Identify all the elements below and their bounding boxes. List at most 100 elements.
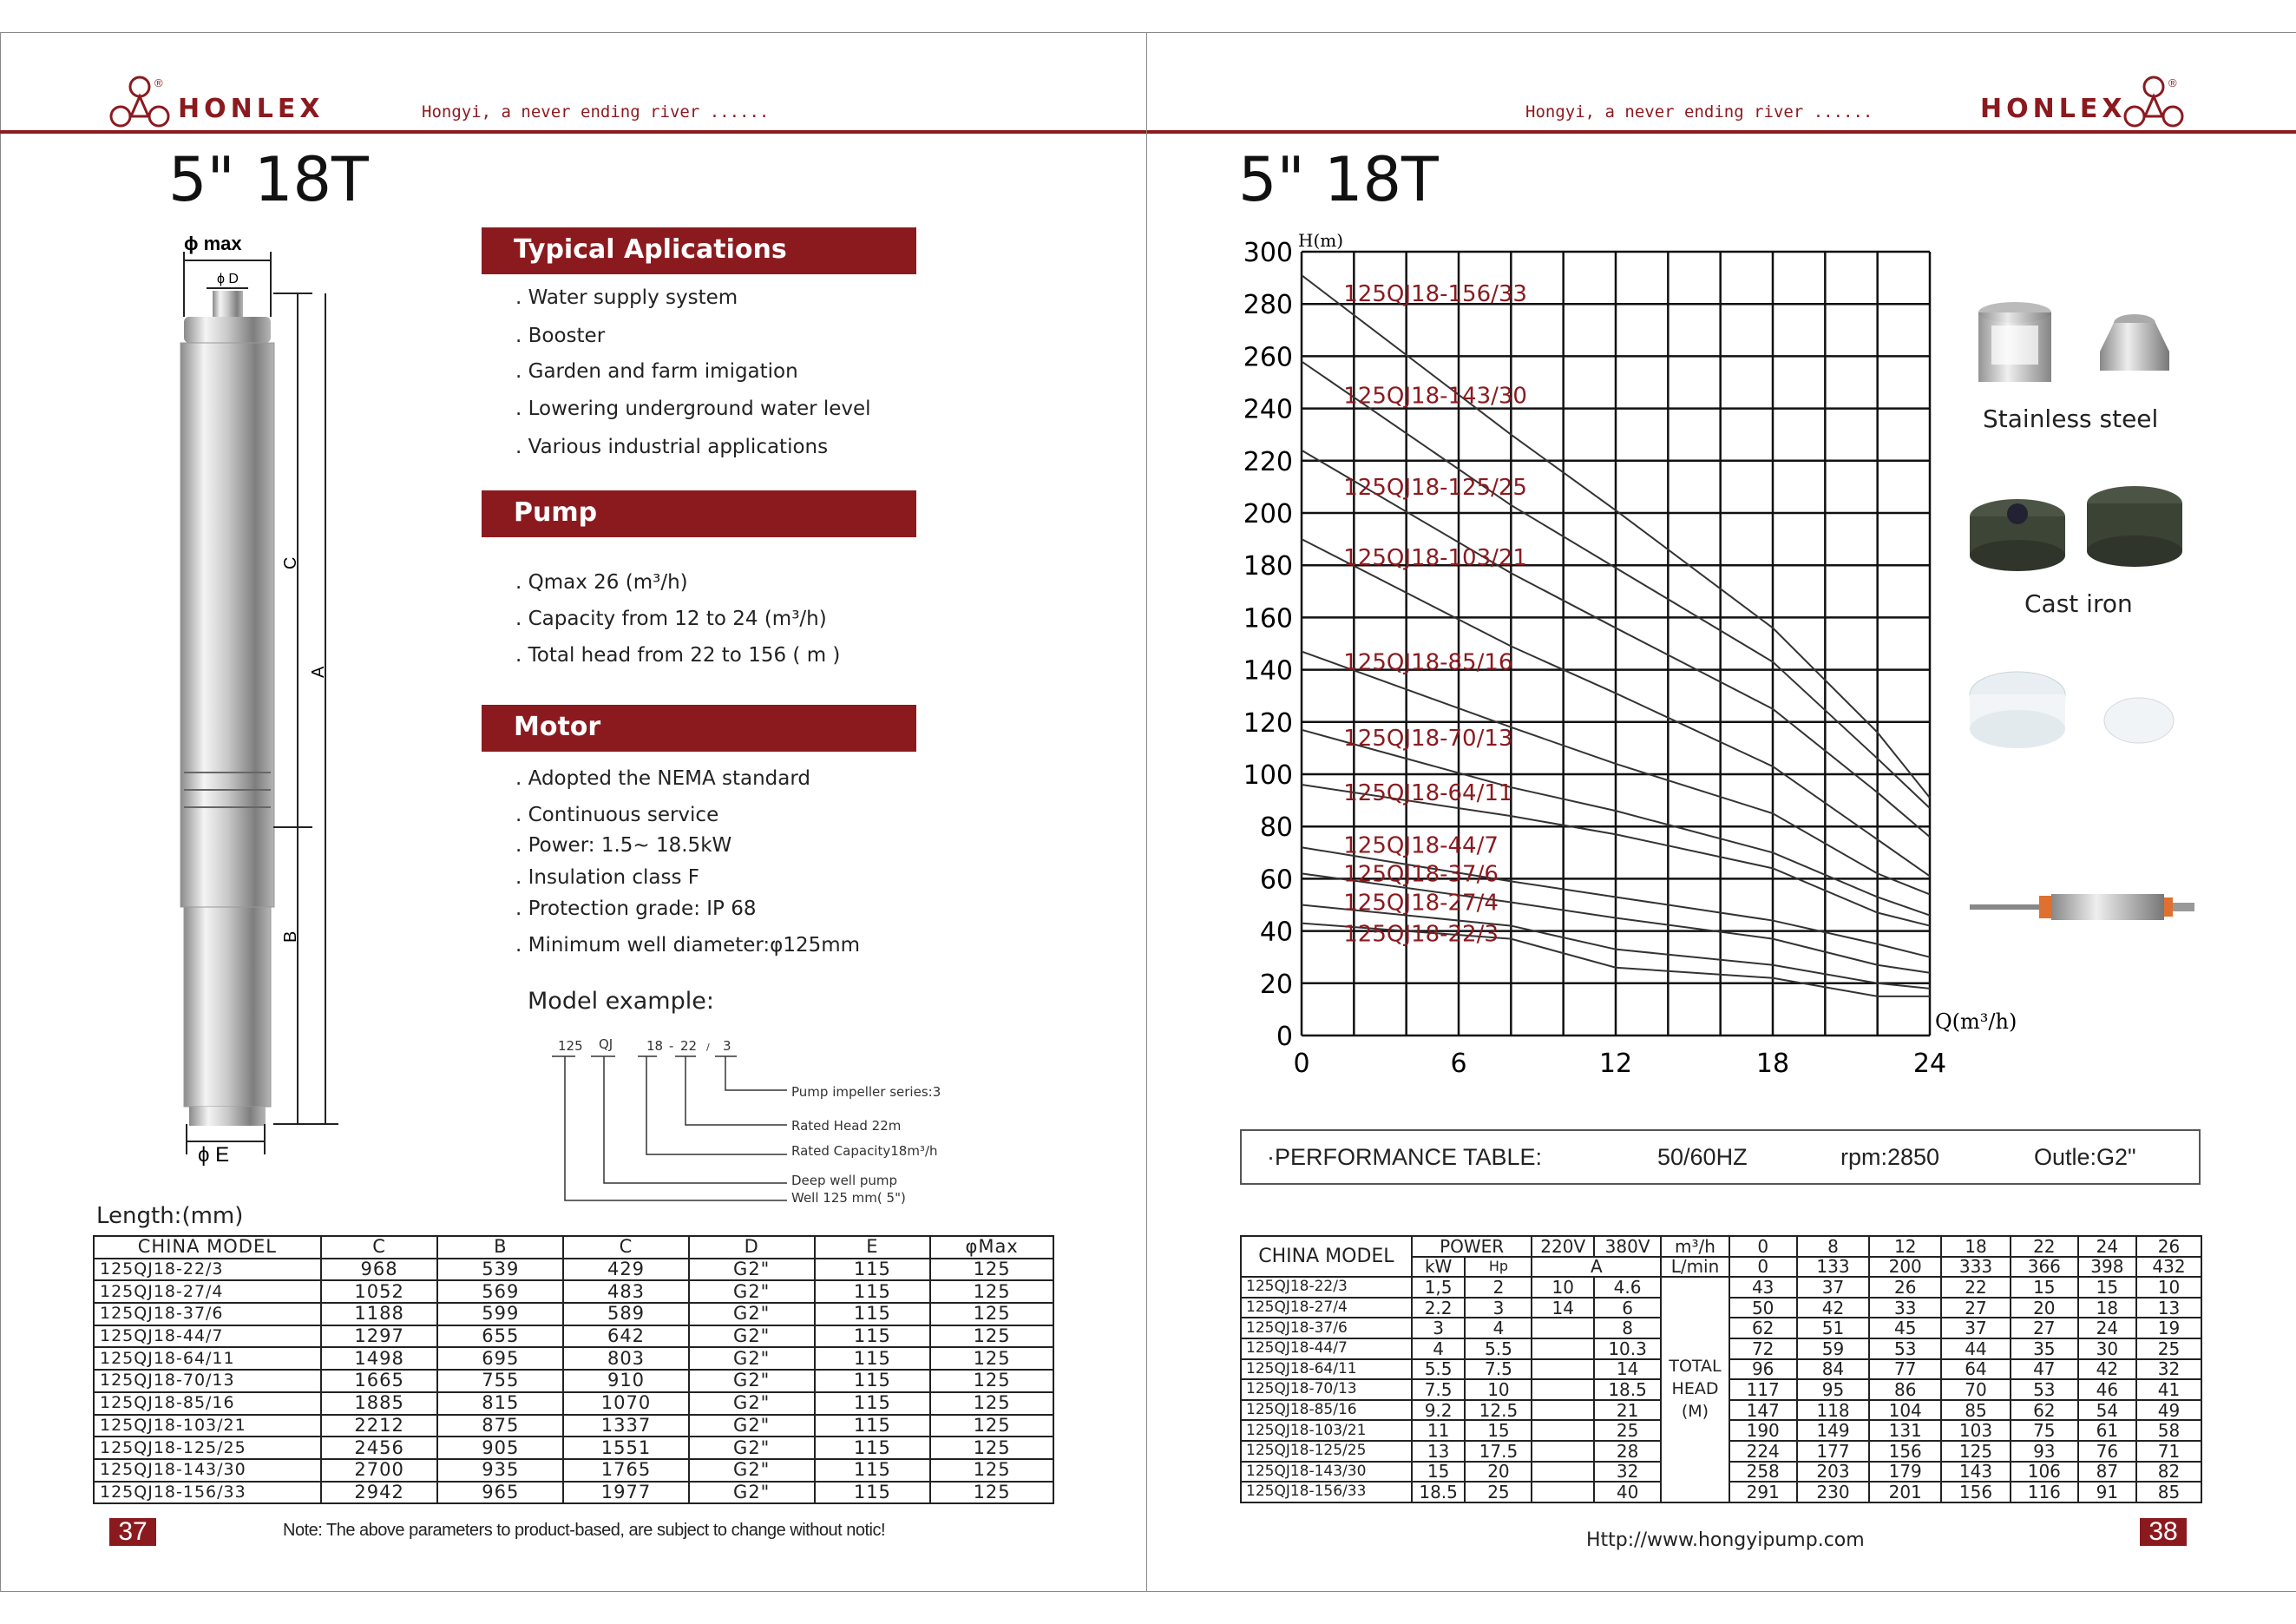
value-cell: 15	[1464, 1419, 1533, 1442]
value-cell: 1498	[319, 1346, 439, 1371]
value-cell: G2"	[687, 1391, 816, 1416]
value-cell: 2456	[319, 1436, 439, 1460]
value-cell: 125	[929, 1279, 1054, 1305]
tagline-right: Hongyi, a never ending river ......	[1525, 102, 1873, 122]
value-cell: 62	[2009, 1398, 2079, 1422]
value-cell: 10	[1464, 1378, 1533, 1401]
applications-heading: Typical Aplications	[482, 227, 916, 274]
list-item: . Continuous service	[515, 804, 719, 826]
series-label: 125QJ18-103/21	[1343, 545, 1527, 571]
column-header: D	[687, 1235, 816, 1259]
value-cell: 71	[2135, 1439, 2203, 1463]
y-tick-label: 240	[1243, 395, 1293, 425]
value-cell: 1765	[562, 1457, 690, 1483]
series-label: 125QJ18-70/13	[1343, 726, 1512, 752]
series-label: 125QJ18-125/25	[1343, 475, 1527, 501]
svg-text:Rated Capacity18m³/h: Rated Capacity18m³/h	[791, 1143, 938, 1159]
value-cell: 115	[813, 1369, 932, 1393]
performance-label: ·PERFORMANCE TABLE:	[1267, 1144, 1543, 1170]
value-cell: 2.2	[1410, 1296, 1466, 1319]
column-header: B	[436, 1235, 565, 1259]
value-cell: 179	[1868, 1460, 1943, 1483]
table-row: 125QJ18-125/25 2456 905 1551 G2" 115 125	[93, 1436, 1054, 1460]
performance-chart: 0204060801001201401601802002202402602803…	[1243, 230, 2017, 1079]
column-header: 26	[2135, 1235, 2203, 1258]
phi-e-label: ϕ E	[198, 1143, 229, 1167]
y-tick-label: 60	[1260, 865, 1293, 895]
value-cell	[1531, 1399, 1595, 1422]
value-cell: 62	[1728, 1317, 1798, 1339]
value-cell: 95	[1795, 1378, 1871, 1401]
y-tick-label: 40	[1260, 917, 1293, 948]
series-label: 125QJ18-156/33	[1343, 281, 1527, 307]
value-cell: 28	[1592, 1440, 1663, 1463]
value-cell: G2"	[687, 1324, 816, 1349]
value-cell: G2"	[687, 1457, 816, 1483]
model-cell: 125QJ18-44/7	[93, 1324, 322, 1349]
value-cell: 1297	[319, 1324, 439, 1349]
series-label: 125QJ18-44/7	[1343, 832, 1499, 858]
x-tick-label: 0	[1293, 1049, 1309, 1079]
value-cell: 85	[1940, 1398, 2011, 1422]
table-row: 125QJ18-64/11 1498 695 803 G2" 115 125	[93, 1346, 1054, 1371]
value-cell: 84	[1795, 1358, 1871, 1381]
value-cell: 125	[929, 1413, 1054, 1438]
value-cell: 40	[1592, 1482, 1663, 1503]
value-cell: 117	[1728, 1378, 1798, 1401]
value-cell: 569	[436, 1279, 565, 1305]
table-row: 125QJ18-22/3 968 539 429 G2" 115 125	[93, 1257, 1054, 1282]
column-header: 0	[1728, 1235, 1798, 1258]
svg-text:QJ: QJ	[599, 1036, 613, 1052]
right-page-frame	[1146, 32, 2296, 1592]
list-item: . Lowering underground water level	[515, 398, 871, 420]
phi-d-label: ϕ D	[217, 272, 239, 286]
table-row: 125QJ18-27/4 1052 569 483 G2" 115 125	[93, 1279, 1054, 1305]
value-cell: 115	[813, 1391, 932, 1416]
value-cell: 93	[2009, 1439, 2079, 1463]
model-example-diagram: 125 QJ 18 - 22 / 3 Pump impeller series:…	[552, 1036, 941, 1206]
model-cell: 125QJ18-27/4	[93, 1279, 322, 1305]
table-row: 125QJ18-85/16 1885 815 1070 G2" 115 125	[93, 1391, 1054, 1416]
total-head-text: HEAD	[1671, 1379, 1719, 1399]
page-title-left: 5" 18T	[168, 144, 369, 215]
svg-text:®: ®	[154, 76, 163, 89]
column-header: 133	[1795, 1255, 1871, 1279]
series-line	[1301, 846, 1931, 958]
model-cell: 125QJ18-37/6	[1240, 1317, 1413, 1339]
value-cell: 20	[2009, 1296, 2079, 1319]
value-cell: 125	[929, 1436, 1054, 1460]
pump-heading: Pump	[482, 490, 916, 537]
value-cell: 1665	[319, 1369, 439, 1393]
list-item: . Total head from 22 to 156 ( m )	[515, 644, 841, 667]
table-row: 125QJ18-156/33 18.5 25 40 291 230 201 156 116 91 8…	[1240, 1481, 2203, 1503]
value-cell	[1531, 1338, 1595, 1360]
value-cell: 85	[2135, 1481, 2203, 1503]
value-cell: 4	[1464, 1317, 1533, 1339]
value-cell: 37	[1795, 1276, 1871, 1299]
model-cell: 125QJ18-85/16	[93, 1391, 322, 1416]
value-cell: 4.6	[1592, 1276, 1663, 1299]
value-cell: G2"	[687, 1480, 816, 1505]
value-cell: 143	[1940, 1460, 2011, 1483]
table-row: 125QJ18-125/25 13 17.5 28 224 177 156 125 93 76 71	[1240, 1439, 2203, 1463]
value-cell: 27	[1940, 1296, 2011, 1319]
series-label: 125QJ18-22/3	[1343, 922, 1499, 948]
value-cell: G2"	[687, 1257, 816, 1282]
column-header: C	[319, 1235, 439, 1259]
table-row: 125QJ18-70/13 1665 755 910 G2" 115 125	[93, 1369, 1054, 1393]
value-cell: 5.5	[1410, 1358, 1466, 1381]
value-cell: 2	[1464, 1276, 1533, 1299]
list-item: . Power: 1.5~ 18.5kW	[515, 834, 732, 857]
value-cell: 115	[813, 1324, 932, 1349]
value-cell: 905	[436, 1436, 565, 1460]
x-tick-label: 6	[1450, 1049, 1466, 1079]
website-url[interactable]: Http://www.hongyipump.com	[1586, 1529, 1865, 1551]
value-cell	[1531, 1379, 1595, 1401]
table-row: 125QJ18-44/7 4 5.5 10.3 72 59 53 44 35 30 25	[1240, 1337, 2203, 1360]
column-header: E	[813, 1235, 932, 1259]
table-row: 125QJ18-70/13 7.5 10 18.5 117 95 86 70 53 46 41	[1240, 1378, 2203, 1401]
value-cell: 7.5	[1410, 1378, 1466, 1401]
shaft-icon	[1970, 894, 2194, 920]
y-tick-label: 160	[1243, 603, 1293, 634]
